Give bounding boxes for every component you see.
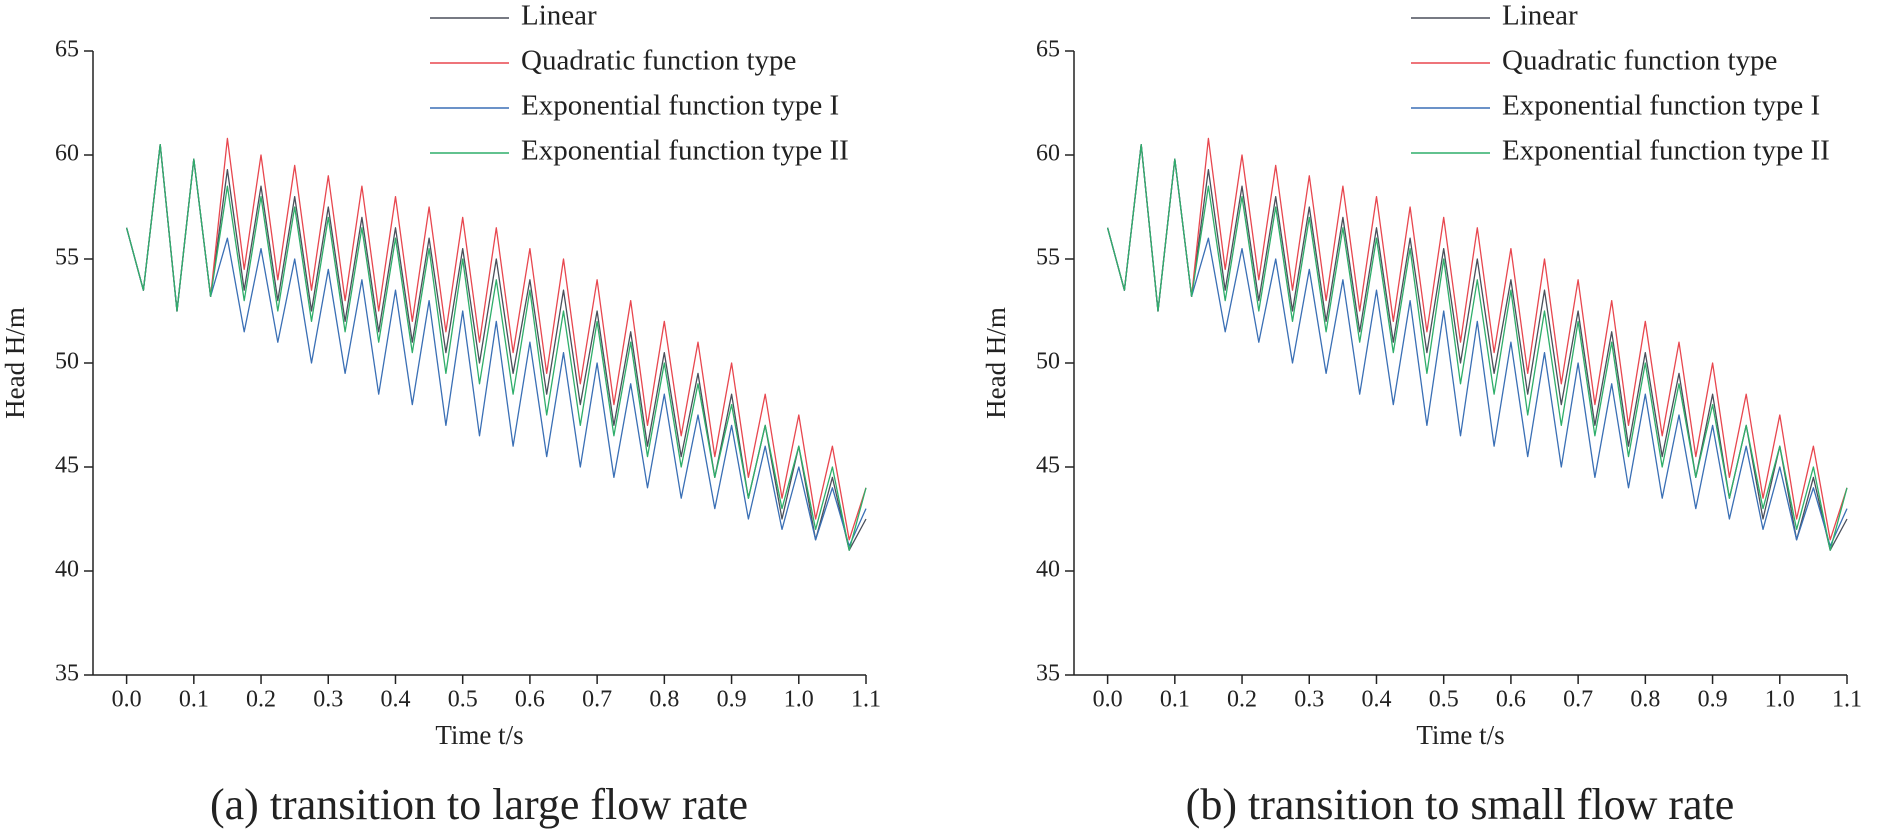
x-tick-label: 0.0	[1093, 687, 1123, 713]
y-tick-label: 40	[55, 557, 79, 583]
x-tick-label: 0.7	[1563, 687, 1593, 713]
x-tick-label: 0.7	[582, 687, 612, 713]
x-tick-label: 0.6	[1496, 687, 1526, 713]
series-line	[1106, 143, 1848, 547]
y-tick-label: 50	[55, 349, 79, 375]
x-tick-label: 0.3	[313, 687, 343, 713]
x-tick-label: 0.8	[1630, 687, 1660, 713]
y-tick-label: 40	[1036, 557, 1060, 583]
x-tick-label: 0.2	[1227, 687, 1257, 713]
series-line	[125, 143, 867, 547]
series-line	[125, 137, 867, 541]
x-tick-label: 0.1	[179, 687, 209, 713]
x-axis-label: Time t/s	[1416, 720, 1504, 750]
y-tick-label: 50	[1036, 349, 1060, 375]
x-tick-label: 0.4	[380, 687, 410, 713]
x-tick-label: 0.0	[112, 687, 142, 713]
y-tick-label: 45	[55, 453, 79, 479]
series-line	[125, 143, 867, 551]
x-tick-label: 1.0	[784, 687, 814, 713]
x-tick-label: 0.9	[1698, 687, 1728, 713]
y-tick-label: 35	[1036, 661, 1060, 687]
x-tick-label: 0.4	[1361, 687, 1391, 713]
y-tick-label: 35	[55, 661, 79, 687]
x-tick-label: 1.0	[1765, 687, 1795, 713]
y-tick-label: 65	[55, 37, 79, 63]
y-tick-label: 60	[55, 141, 79, 167]
x-tick-label: 0.1	[1160, 687, 1190, 713]
legend-label: Exponential function type II	[1502, 135, 1830, 167]
x-axis-label: Time t/s	[435, 720, 523, 750]
legend-label: Quadratic function type	[1502, 45, 1777, 77]
legend-label: Linear	[521, 0, 597, 32]
x-tick-label: 1.1	[1832, 687, 1862, 713]
x-tick-label: 0.2	[246, 687, 276, 713]
y-axis-label: Head H/m	[981, 307, 1011, 419]
caption: (a) transition to large flow rate	[210, 780, 748, 829]
x-tick-label: 0.5	[1429, 687, 1459, 713]
x-tick-label: 0.6	[515, 687, 545, 713]
series-line	[1106, 137, 1848, 541]
y-axis-label: Head H/m	[0, 307, 30, 419]
y-tick-label: 60	[1036, 141, 1060, 167]
legend-label: Quadratic function type	[521, 45, 796, 77]
x-tick-label: 0.5	[448, 687, 478, 713]
x-tick-label: 0.3	[1294, 687, 1324, 713]
x-tick-label: 0.9	[717, 687, 747, 713]
legend-label: Exponential function type I	[521, 90, 839, 122]
y-tick-label: 55	[1036, 245, 1060, 271]
x-tick-label: 0.8	[649, 687, 679, 713]
y-tick-label: 55	[55, 245, 79, 271]
y-tick-label: 45	[1036, 453, 1060, 479]
legend-label: Linear	[1502, 0, 1578, 32]
y-tick-label: 65	[1036, 37, 1060, 63]
legend-label: Exponential function type I	[1502, 90, 1820, 122]
x-tick-label: 1.1	[851, 687, 881, 713]
legend-label: Exponential function type II	[521, 135, 849, 167]
caption: (b) transition to small flow rate	[1186, 780, 1735, 829]
series-line	[1106, 143, 1848, 551]
